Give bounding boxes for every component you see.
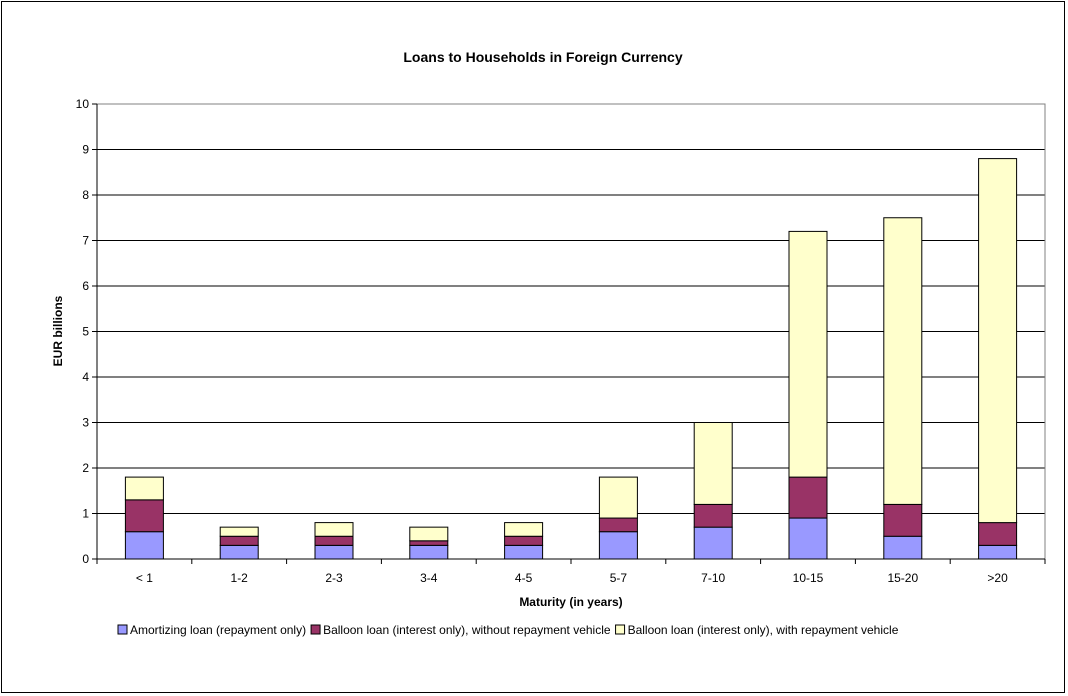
legend-swatch [615, 624, 626, 635]
bar-segment [504, 522, 544, 537]
x-tick-labels: < 1 1-2 2-3 3-4 4-5 5-7 7-10 10-15 15-20 >20 [96, 559, 1046, 585]
y-tick-label: 4 [82, 370, 89, 384]
x-tick-label: 5-7 [610, 571, 628, 585]
bar-segment [693, 422, 733, 505]
legend-entry: Balloon loan (interest only), without re… [323, 623, 611, 637]
chart-title: Loans to Households in Foreign Currency [403, 49, 682, 65]
legend-entry: Balloon loan (interest only), with repay… [628, 623, 899, 637]
x-tick-label: 15-20 [887, 571, 918, 585]
bar-segment [978, 544, 1018, 560]
bar-segment [788, 517, 828, 560]
x-tick-label: 2-3 [325, 571, 343, 585]
x-tick-label: 10-15 [793, 571, 824, 585]
bar-segment [409, 526, 449, 542]
bar-segment [693, 526, 733, 560]
bar-segment [883, 535, 923, 560]
bar-segment [314, 535, 354, 546]
y-tick-label: 7 [82, 234, 89, 248]
legend-swatch [310, 624, 321, 635]
bar-segment [978, 158, 1018, 524]
y-tick-label: 6 [82, 279, 89, 293]
y-tick-label: 5 [82, 325, 89, 339]
bar-segment [219, 544, 259, 560]
bar-segment [788, 476, 828, 519]
bar-segment [219, 526, 259, 537]
bar-segment [504, 535, 544, 546]
bar-segment [978, 522, 1018, 546]
y-tick-label: 8 [82, 188, 89, 202]
y-tick-label: 1 [82, 507, 89, 521]
y-tick-label: 10 [76, 97, 90, 111]
bar-segment [883, 217, 923, 505]
bar-segment [883, 503, 923, 537]
bar-segment [598, 476, 638, 519]
y-tick-label: 9 [82, 143, 89, 157]
legend: Amortizing loan (repayment only) Balloon … [117, 623, 899, 637]
bar-segment [504, 544, 544, 560]
bar-segment [124, 499, 164, 533]
bar-segment [219, 535, 259, 546]
bar-segment [314, 544, 354, 560]
y-tick-labels: 0 1 2 3 4 5 6 7 8 9 10 [76, 97, 97, 566]
y-axis-title: EUR billions [51, 295, 65, 366]
bar-segment [598, 517, 638, 533]
x-tick-label: 4-5 [515, 571, 533, 585]
legend-entry: Amortizing loan (repayment only) [130, 623, 306, 637]
x-tick-label: >20 [987, 571, 1008, 585]
x-axis-title: Maturity (in years) [519, 595, 622, 609]
bars [124, 158, 1018, 560]
y-tick-label: 2 [82, 461, 89, 475]
x-tick-label: 1-2 [231, 571, 249, 585]
bar-segment [409, 544, 449, 560]
bar-segment [409, 540, 449, 546]
bar-segment [124, 476, 164, 501]
y-tick-label: 0 [82, 552, 89, 566]
bar-segment [693, 503, 733, 528]
x-tick-label: 7-10 [701, 571, 725, 585]
x-tick-label: 3-4 [420, 571, 438, 585]
bar-segment [788, 230, 828, 478]
y-tick-label: 3 [82, 416, 89, 430]
x-tick-label: < 1 [136, 571, 153, 585]
legend-swatch [117, 624, 128, 635]
bar-segment [598, 531, 638, 560]
bar-segment [124, 531, 164, 560]
bar-segment [314, 522, 354, 537]
